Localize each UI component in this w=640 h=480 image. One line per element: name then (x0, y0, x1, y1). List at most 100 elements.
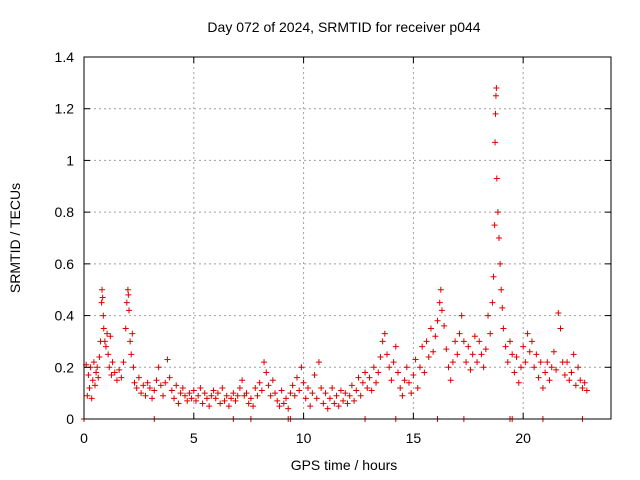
data-point (414, 384, 421, 391)
data-point (105, 351, 112, 358)
data-point (570, 351, 577, 358)
data-point (445, 364, 452, 371)
data-point (131, 379, 138, 386)
data-point (353, 387, 360, 394)
data-point (265, 382, 272, 389)
data-point (577, 377, 584, 384)
data-point (190, 387, 197, 394)
data-point (208, 392, 215, 399)
data-point (397, 384, 404, 391)
data-point (544, 359, 551, 366)
data-point (272, 390, 279, 397)
data-point (212, 395, 219, 402)
data-point (348, 382, 355, 389)
data-point (289, 382, 296, 389)
data-point (225, 403, 232, 410)
data-point (177, 390, 184, 397)
data-point (524, 330, 531, 337)
data-point (203, 395, 210, 402)
data-point (322, 390, 329, 397)
data-point (250, 403, 257, 410)
data-point (300, 379, 307, 386)
data-point (548, 364, 555, 371)
data-point (522, 359, 529, 366)
data-point (500, 325, 507, 332)
data-point (104, 330, 111, 337)
data-point (513, 353, 520, 360)
data-point (362, 369, 369, 376)
data-point (441, 322, 448, 329)
data-point (102, 343, 109, 350)
data-point (572, 382, 579, 389)
data-point (392, 343, 399, 350)
plot-frame (83, 56, 612, 420)
data-point (432, 333, 439, 340)
data-point (509, 351, 516, 358)
data-point (539, 384, 546, 391)
data-point (130, 364, 137, 371)
data-point (88, 395, 95, 402)
data-point (471, 333, 478, 340)
data-point (153, 377, 160, 384)
data-point (296, 387, 303, 394)
data-point (186, 390, 193, 397)
data-point (258, 387, 265, 394)
y-tick-label: 1.4 (55, 49, 75, 65)
data-point (245, 400, 252, 407)
data-point (425, 353, 432, 360)
data-point (278, 387, 285, 394)
data-point (340, 397, 347, 404)
data-point (504, 359, 511, 366)
data-point (217, 400, 224, 407)
data-point (126, 307, 133, 314)
data-point (452, 338, 459, 345)
y-tick-label: 0.6 (55, 256, 75, 272)
data-point (568, 369, 575, 376)
data-point (285, 405, 292, 412)
data-point (221, 397, 228, 404)
data-point (175, 400, 182, 407)
y-tick-label: 0.4 (55, 308, 75, 324)
data-point (274, 397, 281, 404)
data-point (146, 384, 153, 391)
data-point (355, 374, 362, 381)
data-point (419, 343, 426, 350)
data-point (434, 317, 441, 324)
x-tick-label: 20 (515, 430, 531, 446)
data-point (535, 374, 542, 381)
data-point (469, 351, 476, 358)
data-point (557, 325, 564, 332)
data-point (430, 348, 437, 355)
data-point (89, 377, 96, 384)
x-tick-label: 0 (80, 430, 88, 446)
y-tick-label: 1.2 (55, 101, 75, 117)
data-point (326, 395, 333, 402)
data-point (96, 353, 103, 360)
data-point (164, 356, 171, 363)
data-point (489, 299, 496, 306)
data-point (474, 359, 481, 366)
data-point (476, 338, 483, 345)
data-point (252, 384, 259, 391)
data-point (236, 384, 243, 391)
data-point (403, 364, 410, 371)
data-point (125, 291, 132, 298)
data-point (377, 353, 384, 360)
data-point (160, 392, 167, 399)
data-point (553, 366, 560, 373)
data-point (109, 359, 116, 366)
data-point (91, 382, 98, 389)
data-point (162, 379, 169, 386)
data-point (346, 392, 353, 399)
data-point (335, 403, 342, 410)
data-point (239, 377, 246, 384)
data-point (498, 286, 505, 293)
data-point (492, 110, 499, 117)
data-point (373, 379, 380, 386)
data-point (309, 390, 316, 397)
x-axis-label: GPS time / hours (291, 457, 398, 473)
data-point (223, 392, 230, 399)
data-point (368, 387, 375, 394)
data-point (318, 384, 325, 391)
